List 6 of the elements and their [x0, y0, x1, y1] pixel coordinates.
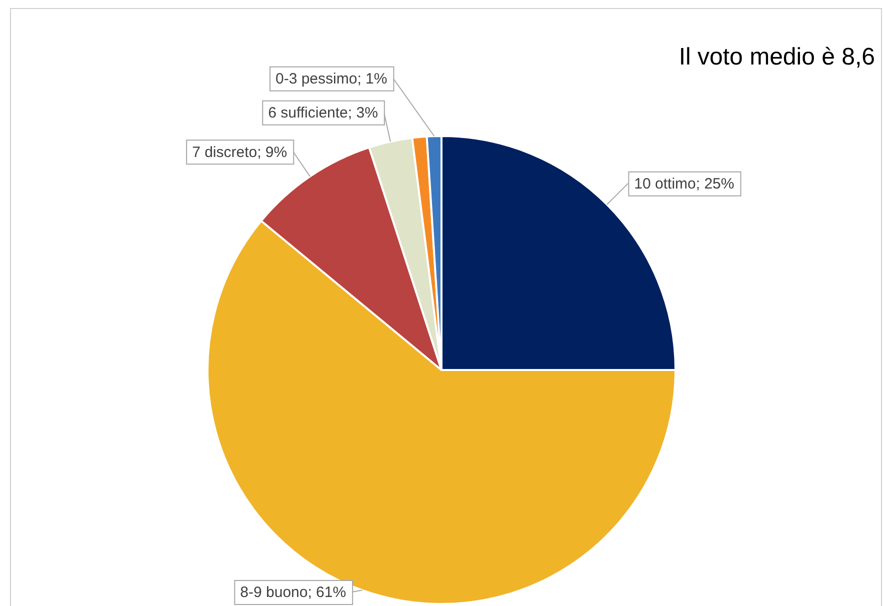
text: Il voto medio è 8,6	[678, 44, 875, 71]
slice-label: 8-9 buono; 61%	[240, 584, 346, 602]
slice-label: 0-3 pessimo; 1%	[275, 70, 388, 88]
slice-label: 10 ottimo; 25%	[634, 175, 734, 192]
slice-label: 7 discreto; 9%	[192, 144, 288, 161]
slice-label: 6 sufficiente; 3%	[268, 104, 378, 122]
